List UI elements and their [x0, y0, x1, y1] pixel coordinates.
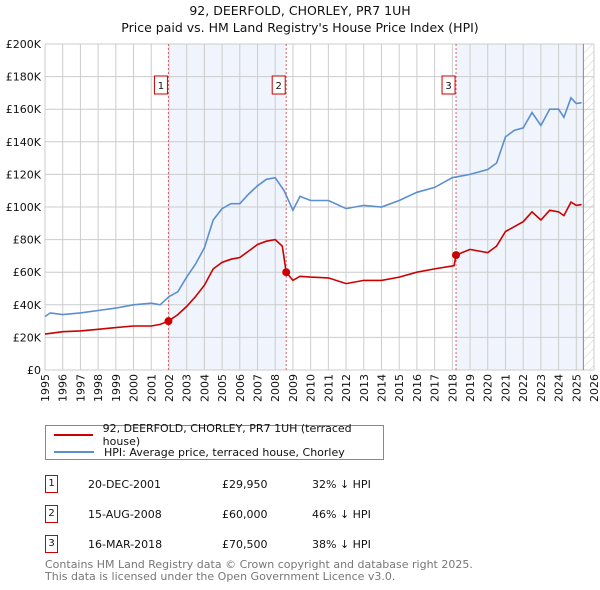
- footer-copyright: Contains HM Land Registry data © Crown c…: [45, 558, 473, 571]
- chart-subtitle: Price paid vs. HM Land Registry's House …: [121, 20, 479, 35]
- y-tick-label: £100K: [6, 201, 42, 214]
- x-tick-label: 2011: [322, 374, 335, 402]
- sale-marker-label: 1: [45, 475, 58, 493]
- x-tick-label: 2001: [145, 374, 158, 402]
- x-tick-label: 2010: [305, 374, 318, 402]
- x-tick-label: 2006: [234, 374, 247, 402]
- x-tick-label: 2024: [553, 374, 566, 402]
- sale-marker-label: 2: [45, 505, 58, 523]
- chart-title: 92, DEERFOLD, CHORLEY, PR7 1UH: [189, 3, 411, 18]
- x-tick-label: 2025: [570, 374, 583, 402]
- sale-point: [452, 251, 461, 260]
- transaction-row: 1 20-DEC-2001 £29,950 32% ↓ HPI: [45, 475, 445, 495]
- x-tick-label: 2026: [588, 374, 600, 402]
- x-tick-label: 1996: [57, 374, 70, 402]
- legend-swatch-red: [54, 434, 93, 436]
- y-tick-label: £180K: [6, 71, 42, 84]
- x-tick-label: 2002: [163, 374, 176, 402]
- x-tick-label: 2004: [198, 374, 211, 402]
- x-tick-label: 2020: [482, 374, 495, 402]
- footer-licence: This data is licensed under the Open Gov…: [45, 570, 396, 583]
- x-tick-label: 2007: [252, 374, 265, 402]
- y-tick-label: £0: [27, 364, 41, 377]
- y-tick-label: £40K: [13, 299, 42, 312]
- x-tick-label: 2009: [287, 374, 300, 402]
- x-tick-label: 1999: [110, 374, 123, 402]
- y-tick-label: £200K: [6, 38, 42, 51]
- sale-label-box: [271, 75, 286, 95]
- x-tick-label: 2019: [464, 374, 477, 402]
- y-tick-label: £140K: [6, 136, 42, 149]
- x-tick-label: 1998: [92, 374, 105, 402]
- sale-label-box: [441, 75, 456, 95]
- y-tick-label: £20K: [13, 331, 42, 344]
- sale-point: [282, 268, 291, 277]
- y-tick-label: £60K: [13, 266, 42, 279]
- transaction-row: 3 16-MAR-2018 £70,500 38% ↓ HPI: [45, 535, 445, 555]
- transaction-row: 2 15-AUG-2008 £60,000 46% ↓ HPI: [45, 505, 445, 525]
- legend-swatch-blue: [54, 451, 94, 453]
- x-tick-label: 2014: [376, 374, 389, 402]
- chart-legend: 92, DEERFOLD, CHORLEY, PR7 1UH (terraced…: [45, 422, 384, 460]
- sale-label: 2: [276, 81, 282, 92]
- legend-item-property: 92, DEERFOLD, CHORLEY, PR7 1UH (terraced…: [54, 422, 383, 448]
- hpi-line: [44, 96, 582, 318]
- sale-hpi-diff: 46% ↓ HPI: [312, 508, 371, 521]
- y-tick-label: £120K: [6, 168, 42, 181]
- x-tick-label: 2008: [269, 374, 282, 402]
- x-tick-label: 2012: [340, 374, 353, 402]
- price-chart: 1995 1996 1997 1998 1999 2000 2001 2002 2003 2004…: [6, 38, 600, 402]
- x-tick-label: 1995: [39, 374, 52, 402]
- sale-price: £60,000: [222, 508, 268, 521]
- x-tick-label: 2005: [216, 374, 229, 402]
- x-tick-label: 2023: [535, 374, 548, 402]
- sale-point: [164, 317, 173, 326]
- x-tick-label: 2017: [429, 374, 442, 402]
- sale-hpi-diff: 32% ↓ HPI: [312, 478, 371, 491]
- sale-price: £70,500: [222, 538, 268, 551]
- y-tick-label: £160K: [6, 103, 42, 116]
- x-tick-label: 2022: [517, 374, 530, 402]
- sale-marker-label: 3: [45, 535, 58, 553]
- sale-date: 16-MAR-2018: [88, 538, 163, 551]
- legend-item-hpi: HPI: Average price, terraced house, Chor…: [54, 444, 345, 460]
- sale-date: 15-AUG-2008: [88, 508, 162, 521]
- sale-date: 20-DEC-2001: [88, 478, 162, 491]
- sale-label-box: [153, 75, 168, 95]
- sale-label: 1: [158, 81, 164, 92]
- x-tick-label: 2013: [358, 374, 371, 402]
- legend-label-property: 92, DEERFOLD, CHORLEY, PR7 1UH (terraced…: [102, 422, 352, 448]
- x-tick-label: 2021: [500, 374, 513, 402]
- x-tick-label: 2000: [128, 374, 141, 402]
- x-tick-label: 2018: [446, 374, 459, 402]
- x-tick-label: 2016: [411, 374, 424, 402]
- y-tick-label: £80K: [13, 234, 42, 247]
- x-tick-label: 2003: [181, 374, 194, 402]
- sale-price: £29,950: [222, 478, 268, 491]
- sale-hpi-diff: 38% ↓ HPI: [312, 538, 371, 551]
- x-tick-label: 2015: [393, 374, 406, 402]
- sale-label: 3: [445, 81, 451, 92]
- legend-label-hpi: HPI: Average price, terraced house, Chor…: [104, 445, 345, 459]
- x-tick-label: 1997: [74, 374, 87, 402]
